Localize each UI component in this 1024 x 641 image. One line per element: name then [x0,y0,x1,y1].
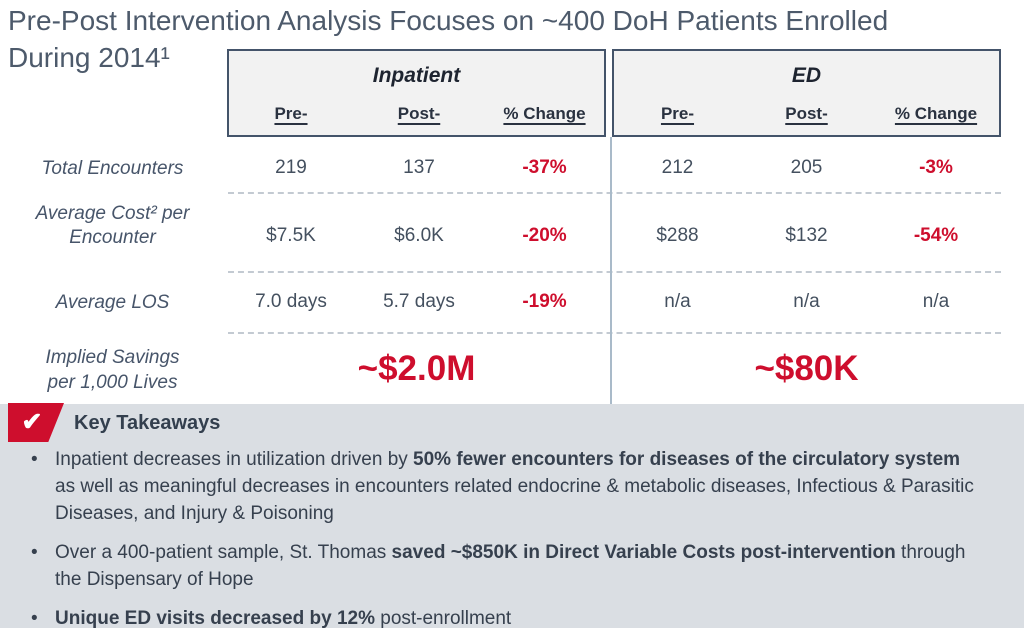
takeaway-text: Over a 400-patient sample, St. Thomas [55,542,392,563]
takeaway-bullet: Over a 400-patient sample, St. Thomas sa… [28,539,980,593]
inpatient-cost-change: -20% [522,225,567,246]
inpatient-los-change: -19% [522,291,567,312]
key-takeaways-title: Key Takeaways [74,412,221,434]
ed-encounters-change: -3% [919,157,953,178]
takeaway-bullet: Inpatient decreases in utilization drive… [28,446,980,527]
takeaway-text: as well as meaningful decreases in encou… [55,476,974,524]
inpatient-col-change: % Change [503,104,586,123]
inpatient-col-post: Post- [397,104,441,123]
takeaway-text-bold: saved ~$850K in Direct Variable Costs po… [391,542,896,563]
row-label-average-cost-line2: Encounter [69,227,156,248]
inpatient-cost-post: $6.0K [394,225,444,246]
checkmark-icon: ✔ [21,408,43,436]
ed-los-post: n/a [793,291,820,312]
slide-title: Pre-Post Intervention Analysis Focuses o… [8,2,1016,76]
ed-cost-pre: $288 [656,225,699,246]
ed-implied-savings: ~$80K [754,349,859,388]
ed-cost-change: -54% [913,225,959,246]
ed-header-label: ED [791,64,822,87]
takeaway-text-bold: Unique ED visits decreased by 12% [55,608,375,629]
group-divider [610,137,612,404]
row-label-average-cost-line1: Average Cost² per [35,203,190,224]
ed-los-pre: n/a [664,291,691,312]
row-label-implied-savings-line1: Implied Savings [45,347,180,368]
ed-encounters-post: 205 [790,157,823,178]
inpatient-encounters-pre: 219 [275,157,307,178]
inpatient-header-label: Inpatient [372,64,461,87]
inpatient-los-pre: 7.0 days [255,291,327,312]
inpatient-implied-savings: ~$2.0M [357,349,476,388]
checkmark-badge: ✔ [8,403,64,442]
ed-col-pre: Pre- [660,104,695,123]
row-separator [228,332,1001,334]
takeaway-text: through the Dispensary of Hope [55,542,966,590]
takeaway-text-bold: 50% fewer encounters for diseases of the… [413,449,961,470]
takeaway-text: post-enrollment [374,608,512,629]
slide-title-line1: Pre-Post Intervention Analysis Focuses o… [8,5,889,36]
ed-header-box: ED [612,49,1001,137]
ed-encounters-pre: 212 [661,157,694,178]
takeaways-list: Inpatient decreases in utilization drive… [28,446,980,641]
inpatient-encounters-change: -37% [522,157,567,178]
takeaway-text: Inpatient decreases in utilization drive… [55,449,414,470]
row-separator [228,271,1001,273]
row-separator [228,192,1001,194]
row-label-implied-savings-line2: per 1,000 Lives [47,372,178,393]
inpatient-los-post: 5.7 days [383,291,455,312]
inpatient-encounters-post: 137 [403,157,435,178]
key-takeaways-panel: ✔ Key Takeaways Inpatient decreases in u… [0,403,1024,632]
inpatient-col-pre: Pre- [274,104,308,123]
ed-cost-post: $132 [785,225,828,246]
ed-los-change: n/a [922,291,950,312]
inpatient-cost-pre: $7.5K [266,225,316,246]
inpatient-header-box: Inpatient [227,49,606,137]
slide-title-line2: During 2014¹ [8,42,170,73]
row-label-total-encounters: Total Encounters [41,158,184,179]
takeaway-bullet: Unique ED visits decreased by 12% post-e… [28,605,980,632]
row-label-average-los: Average LOS [55,292,170,313]
ed-col-post: Post- [785,104,828,123]
ed-col-change: % Change [894,104,978,123]
